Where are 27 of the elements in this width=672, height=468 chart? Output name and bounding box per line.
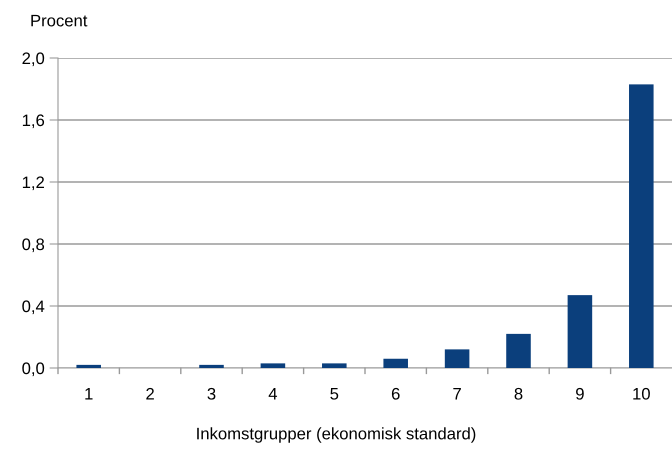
x-tick-label: 6 [392,388,400,400]
bar [629,84,654,368]
x-tick-label: 8 [514,388,522,400]
x-tick-label: 5 [330,388,338,400]
x-tick-label: 9 [576,388,584,400]
bar [383,358,408,368]
x-tick-label: 10 [633,388,650,400]
bar [260,363,286,368]
bar [568,295,592,368]
y-tick-label: 2,0 [22,52,44,66]
x-tick-label: 2 [146,388,154,400]
y-tick-label: 0,0 [22,362,44,376]
x-tick-label: 7 [453,388,461,400]
x-axis-title: Inkomstgrupper (ekonomisk standard) [197,427,476,443]
y-tick-label: 1,6 [22,114,44,128]
bar [444,349,470,368]
y-tick-label: 0,8 [22,238,44,252]
y-tick-label: 1,2 [22,176,44,190]
x-tick-label: 1 [85,388,93,400]
bar [506,334,531,368]
bar [76,364,101,368]
bar [322,363,347,368]
y-axis-title: Procent [31,14,88,26]
y-tick-label: 0,4 [22,300,44,314]
bar [199,364,224,368]
x-tick-label: 4 [268,388,278,400]
x-tick-label: 3 [208,388,216,400]
